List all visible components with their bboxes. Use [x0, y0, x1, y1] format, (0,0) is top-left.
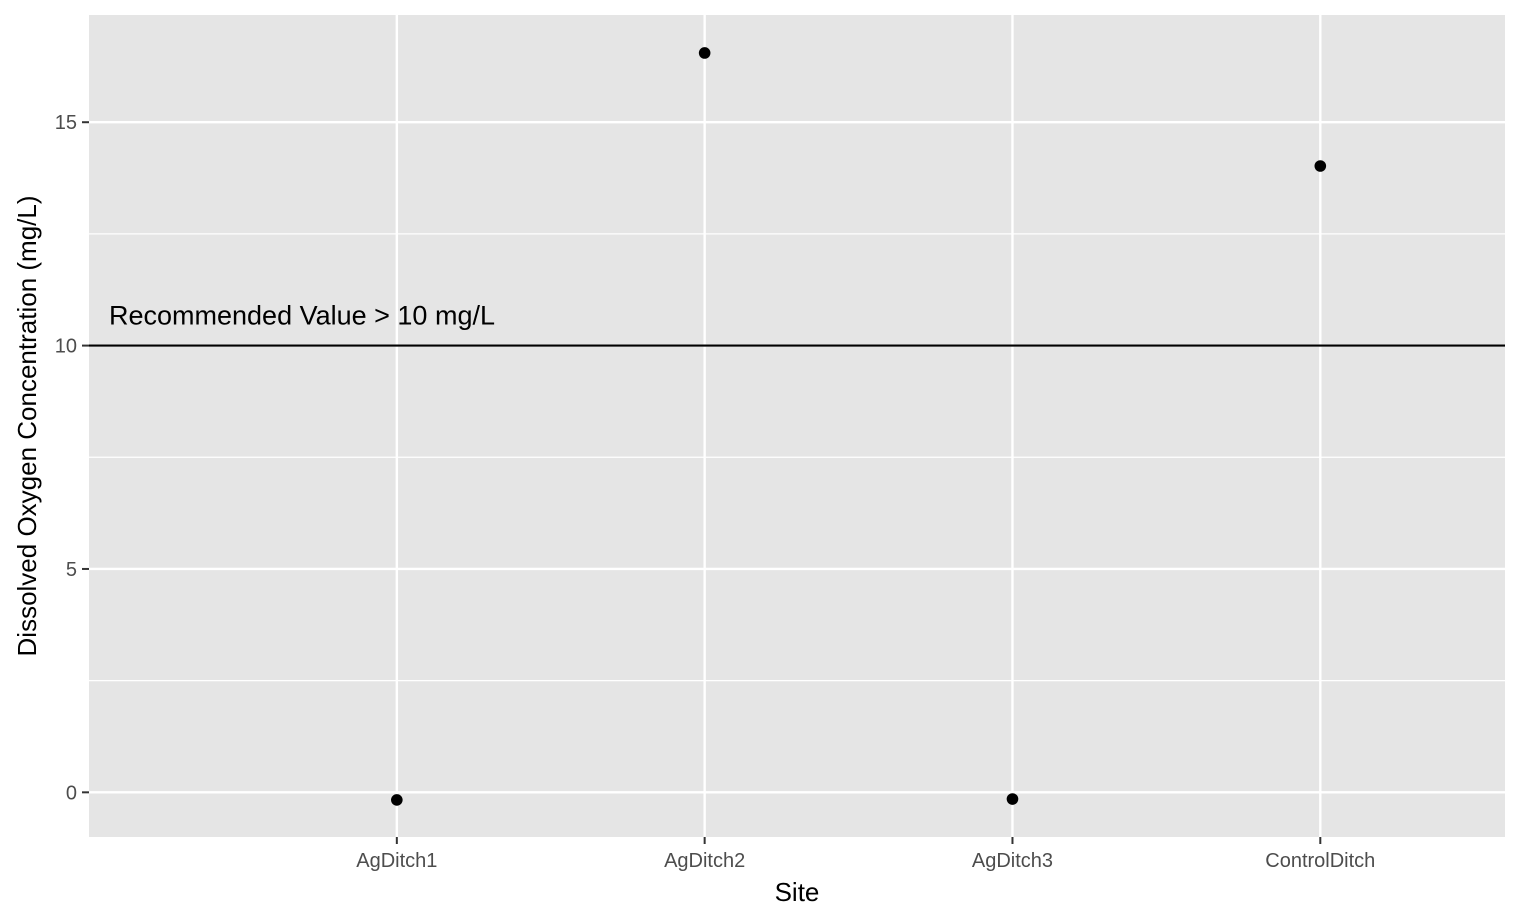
y-tick-label: 15 [55, 112, 77, 134]
reference-line-label: Recommended Value > 10 mg/L [109, 301, 495, 331]
y-tick-label: 0 [66, 782, 77, 804]
data-point [1006, 793, 1019, 805]
x-tick-label: AgDitch3 [972, 850, 1053, 872]
x-axis: AgDitch1 AgDitch2 AgDitch3 ControlDitch [356, 837, 1375, 872]
y-tick-label: 10 [55, 336, 77, 358]
plot-panel [89, 15, 1505, 837]
y-tick-label: 5 [66, 559, 77, 581]
data-point [1314, 160, 1327, 172]
x-tick-label: ControlDitch [1265, 850, 1375, 872]
y-axis-title: Dissolved Oxygen Concentration (mg/L) [12, 196, 42, 657]
data-point [391, 794, 403, 806]
minor-gridlines [89, 233, 1505, 682]
data-points [391, 47, 1327, 806]
data-point [698, 47, 711, 59]
x-tick-label: AgDitch2 [664, 850, 745, 872]
x-tick-label: AgDitch1 [356, 850, 437, 872]
y-axis: 0 5 10 15 [55, 112, 89, 804]
x-axis-title: Site [775, 877, 820, 907]
